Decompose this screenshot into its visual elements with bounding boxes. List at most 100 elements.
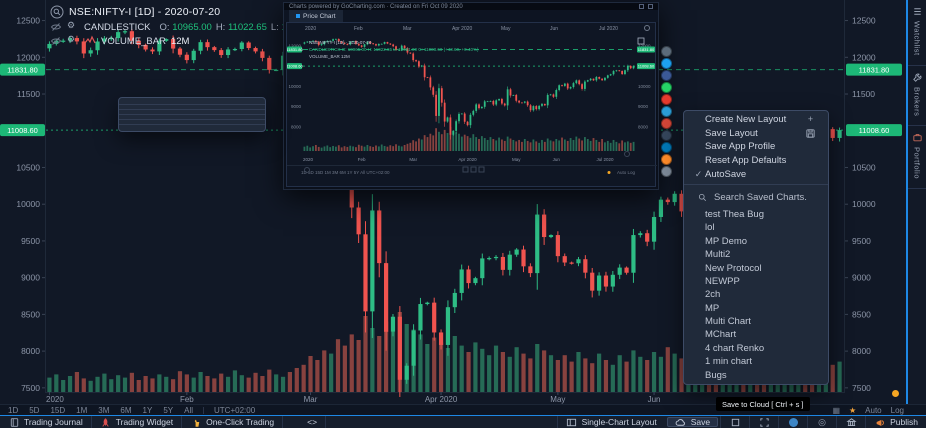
saved-chart-item[interactable]: test Thea Bug — [705, 208, 764, 220]
svg-text:Jun: Jun — [550, 26, 558, 32]
search-icon — [698, 193, 706, 201]
popup-chart-body: 2020 Feb Mar Apr 2020 May Jun Jul 2020 12000 120… — [286, 22, 657, 187]
svg-text:7500: 7500 — [21, 383, 40, 393]
saved-chart-item[interactable]: MP Demo — [705, 235, 748, 247]
tab-price-chart[interactable]: Price Chart — [289, 10, 343, 22]
timeframe-button[interactable]: 1D — [8, 405, 19, 415]
saved-charts-search[interactable] — [684, 188, 828, 208]
broker-bank-button[interactable] — [836, 416, 865, 428]
eye-off-icon[interactable] — [50, 21, 62, 33]
saved-chart-item[interactable]: 2ch — [705, 289, 721, 301]
save-app-profile[interactable]: Save App Profile — [705, 141, 776, 153]
study-settings-gear-icon[interactable]: ⚙ — [67, 20, 76, 30]
twitter-share-icon[interactable] — [661, 58, 672, 69]
list-icon — [911, 6, 923, 17]
saved-chart-item[interactable]: New Protocol — [705, 262, 762, 274]
svg-text:9000: 9000 — [852, 273, 871, 283]
target-button[interactable]: ◎ — [807, 416, 836, 428]
auto-scale-toggle[interactable]: Auto — [865, 405, 882, 415]
chart-area[interactable]: 12500 12500 12000 12000 11500 11500 10500 10500… — [0, 0, 906, 404]
svg-text:Jun: Jun — [553, 157, 561, 162]
timezone-label[interactable]: UTC+02:00 — [214, 405, 256, 415]
timeframe-button[interactable]: 15D — [50, 405, 66, 415]
saved-chart-item[interactable]: MChart — [705, 329, 737, 341]
linkedin-share-icon[interactable] — [661, 142, 672, 153]
share-icon[interactable] — [661, 46, 672, 57]
check-icon: ✓ — [694, 168, 703, 179]
email-share-icon[interactable] — [661, 166, 672, 177]
svg-text:2020: 2020 — [305, 26, 316, 32]
save-layout[interactable]: Save Layout — [684, 127, 828, 141]
saved-chart-item[interactable]: Multi Chart — [705, 316, 751, 328]
one-click-trading-button[interactable]: One-Click Trading — [182, 416, 284, 428]
single-chart-layout-button[interactable]: Single-Chart Layout — [556, 416, 665, 428]
code-button[interactable]: <> — [283, 416, 327, 428]
svg-text:May: May — [501, 26, 511, 32]
timeframe-button[interactable]: 5Y — [163, 405, 174, 415]
frame-button[interactable] — [720, 416, 749, 428]
svg-text:9000: 9000 — [291, 104, 302, 109]
saved-chart-item[interactable]: 1 min chart — [705, 356, 752, 368]
tab-brokers[interactable]: Brokers — [908, 66, 926, 126]
timeframe-button[interactable]: 6M — [120, 405, 132, 415]
layout-menu: Create New Layout + Save Layout Save App… — [683, 110, 829, 386]
pinterest-share-icon[interactable] — [661, 94, 672, 105]
symbol-search-icon[interactable] — [50, 5, 64, 19]
log-scale-toggle[interactable]: Log — [890, 405, 904, 415]
popup-expand-icon[interactable] — [639, 4, 644, 9]
tab-watchlist[interactable]: Watchlist — [908, 0, 926, 66]
trading-journal-button[interactable]: Trading Journal — [0, 416, 92, 428]
create-new-layout[interactable]: Create New Layout + — [684, 113, 828, 127]
publish-button[interactable]: Publish — [865, 416, 926, 428]
svg-text:11500: 11500 — [852, 89, 875, 99]
timeframe-button[interactable]: 1Y — [142, 405, 153, 415]
popup-close-icon[interactable] — [648, 4, 653, 9]
floppy-icon — [802, 128, 819, 139]
tumblr-share-icon[interactable] — [661, 130, 672, 141]
svg-text:10000: 10000 — [638, 84, 651, 89]
eye-off-icon[interactable] — [50, 35, 62, 47]
svg-text:10500: 10500 — [852, 162, 876, 172]
svg-text:10000: 10000 — [852, 199, 876, 209]
timeframe-button[interactable]: 5D — [29, 405, 40, 415]
briefcase-icon — [911, 132, 923, 143]
svg-text:11008.60: 11008.60 — [287, 64, 303, 69]
volume-value: 12M — [170, 35, 190, 47]
search-saved-charts-input[interactable] — [714, 191, 818, 203]
chat-circle-button[interactable] — [778, 416, 807, 428]
menu-divider — [684, 183, 828, 185]
saved-chart-item[interactable]: Multi2 — [705, 249, 731, 261]
facebook-share-icon[interactable] — [661, 70, 672, 81]
study-settings-gear-icon[interactable]: ⚙ — [67, 34, 76, 44]
saved-chart-item[interactable]: MP — [705, 302, 720, 314]
saved-chart-item[interactable]: NEWPP — [705, 275, 740, 287]
tab-portfolio[interactable]: Portfolio — [908, 126, 926, 190]
save-button[interactable]: Save — [666, 417, 719, 428]
autosave[interactable]: ✓ AutoSave — [684, 167, 828, 181]
svg-text:May: May — [550, 395, 565, 404]
reddit-share-icon[interactable] — [661, 154, 672, 165]
trading-widget-button[interactable]: Trading Widget — [92, 416, 183, 428]
saved-chart-item[interactable]: Bugs — [705, 369, 727, 381]
save-tooltip: Save to Cloud [ Ctrl + s ] — [716, 397, 810, 411]
timeframe-button[interactable]: 3M — [98, 405, 110, 415]
telegram-share-icon[interactable] — [661, 106, 672, 117]
gmail-share-icon[interactable] — [661, 118, 672, 129]
svg-text:CANDLESTICK O: 10965.00 H: 110: CANDLESTICK O: 10965.00 H: 11022.65 L: 1… — [309, 47, 479, 52]
favorite-star-icon[interactable]: ★ — [849, 405, 857, 415]
symbol-title: NSE:NIFTY-I [1D] - 2020-07-20 — [69, 6, 221, 18]
bottom-toolbar: Trading Journal Trading Widget One-Click… — [0, 415, 926, 428]
cloud-icon — [675, 417, 687, 428]
expand-button[interactable] — [749, 416, 778, 428]
reset-app-defaults[interactable]: Reset App Defaults — [705, 155, 787, 167]
grid-settings-icon[interactable]: ▦ — [832, 405, 840, 415]
saved-chart-item[interactable]: 4 chart Renko — [705, 342, 765, 354]
saved-chart-item[interactable]: lol — [705, 222, 715, 234]
notification-dot[interactable] — [892, 390, 899, 397]
rocket-icon — [100, 417, 112, 428]
timeframe-button[interactable]: All — [184, 405, 194, 415]
whatsapp-share-icon[interactable] — [661, 82, 672, 93]
timeframe-button[interactable]: 1M — [76, 405, 88, 415]
svg-text:Apr 2020: Apr 2020 — [452, 26, 473, 32]
svg-text:8000: 8000 — [638, 124, 649, 129]
